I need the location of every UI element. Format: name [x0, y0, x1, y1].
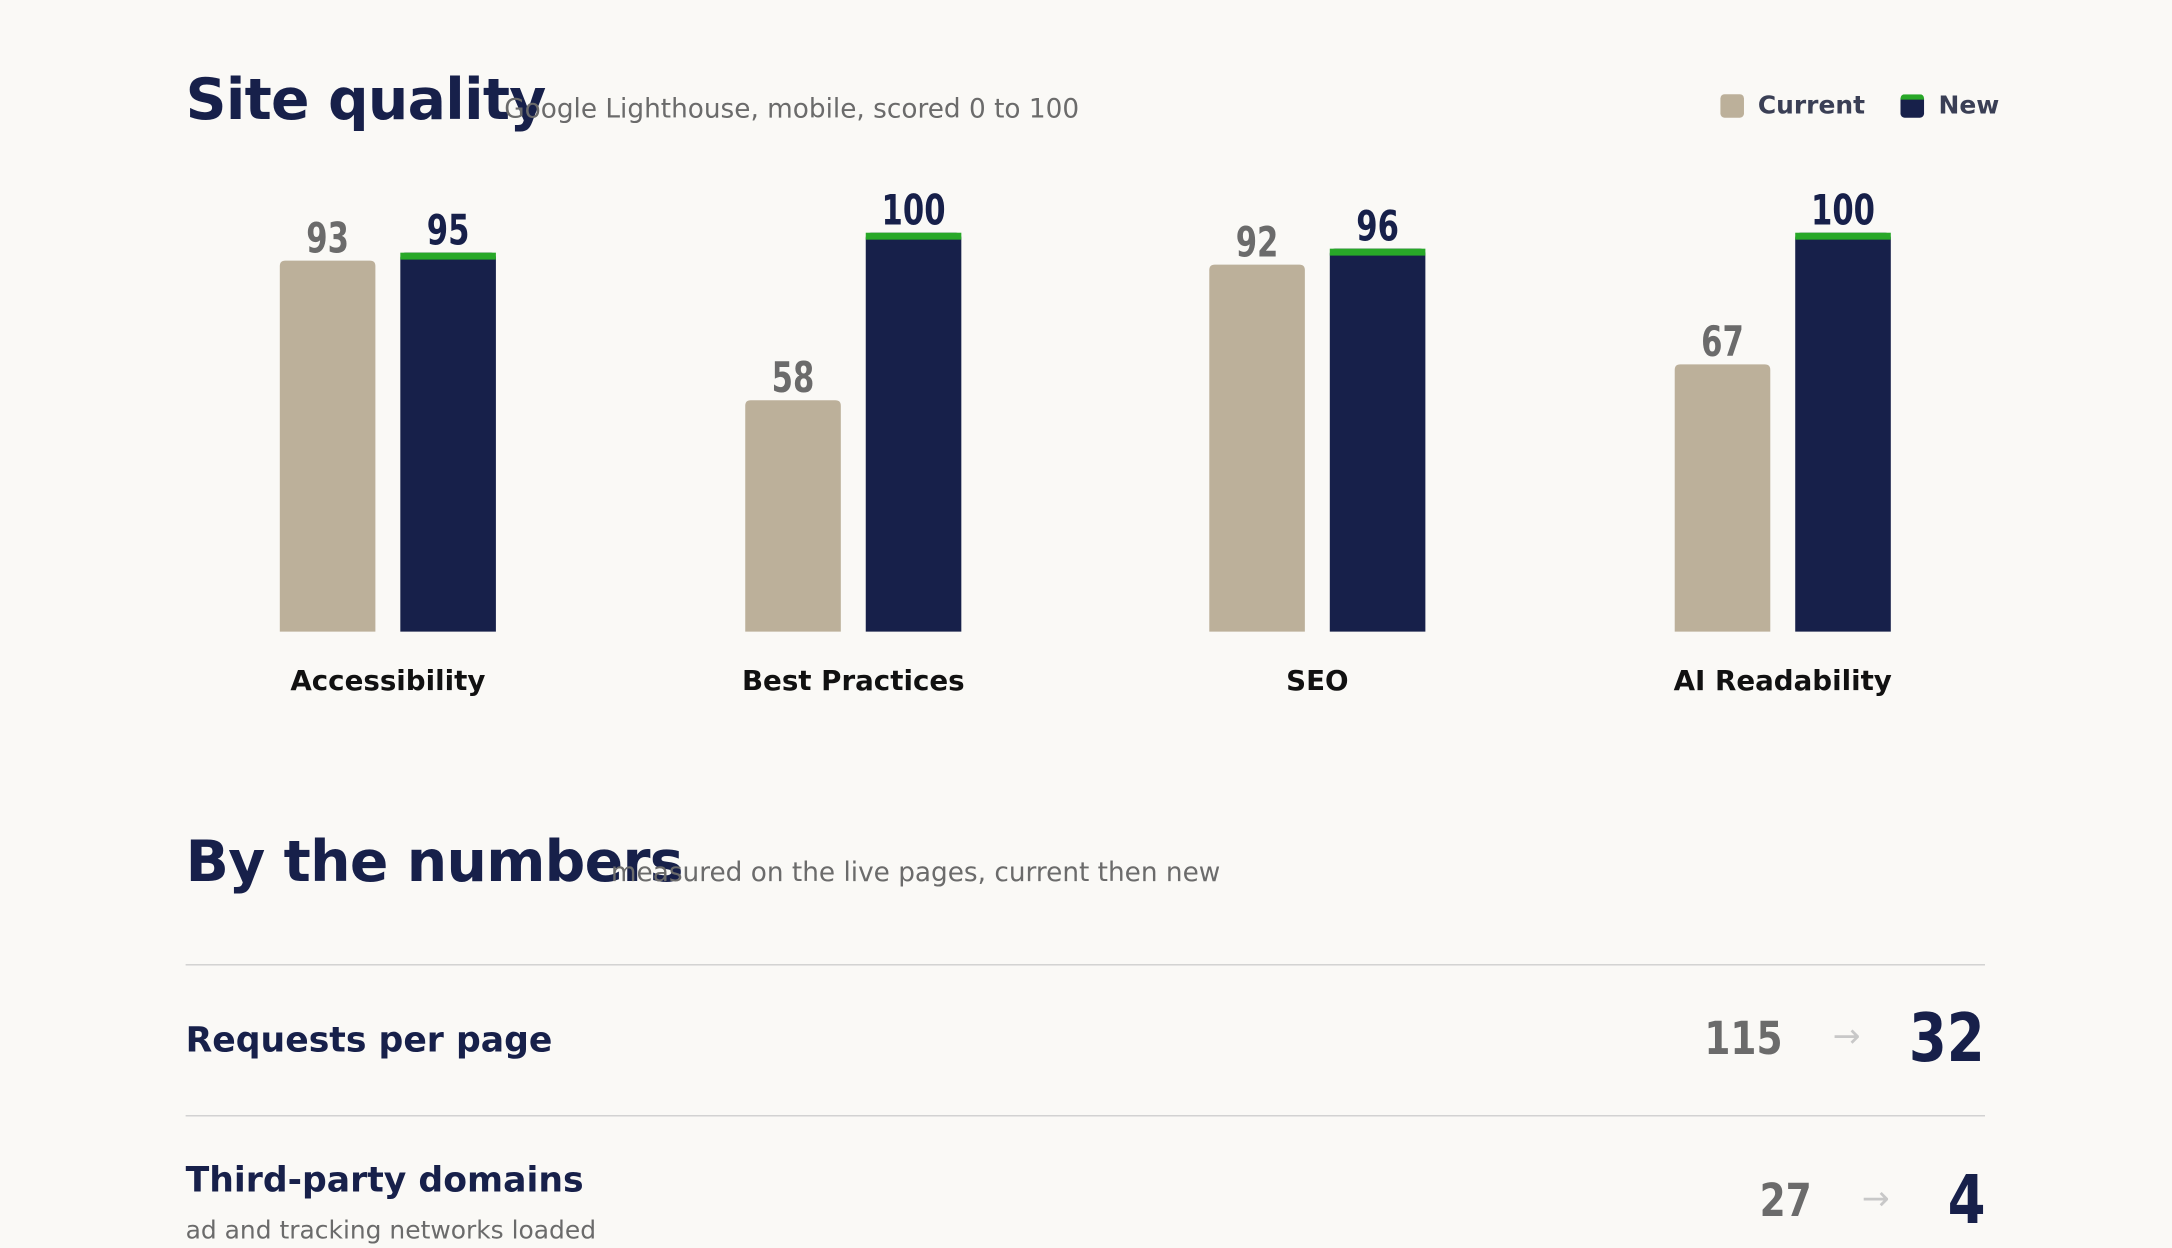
row-label-third-party: Third-party domains — [185, 1159, 584, 1200]
bar-new-1 — [865, 232, 962, 632]
site-quality-title: Site quality — [185, 66, 547, 133]
divider — [185, 964, 1985, 966]
category-label-2: SEO — [1286, 664, 1348, 697]
legend-item-new: New — [1901, 91, 2000, 121]
bar-current-1 — [745, 400, 841, 632]
bar-new-3 — [1795, 232, 1891, 632]
bar-new-0 — [400, 252, 496, 632]
bar-value-current-2: 92 — [1236, 218, 1279, 266]
bar-value-current-3: 67 — [1701, 318, 1744, 366]
row-sub-third-party: ad and tracking networks loaded — [185, 1216, 597, 1246]
legend-swatch-current — [1720, 94, 1744, 118]
category-label-3: AI Readability — [1674, 664, 1892, 697]
row-current-third-party: 27 — [1759, 1173, 1812, 1228]
bar-new-2 — [1329, 248, 1426, 632]
by-numbers-title: By the numbers — [185, 828, 684, 895]
bar-value-new-3: 100 — [1811, 186, 1875, 234]
legend-label-current: Current — [1757, 91, 1866, 121]
site-quality-subtitle: Google Lighthouse, mobile, scored 0 to 1… — [504, 94, 1080, 125]
arrow-icon: → — [1832, 1016, 1861, 1056]
bar-current-3 — [1674, 364, 1771, 632]
row-label-requests: Requests per page — [185, 1019, 553, 1060]
row-new-requests: 32 — [1909, 1000, 1985, 1078]
bar-new-cap-2 — [1329, 248, 1426, 256]
bar-new-cap-1 — [865, 232, 962, 240]
bar-new-cap-3 — [1795, 232, 1891, 240]
bar-value-current-1: 58 — [772, 354, 815, 402]
arrow-icon: → — [1861, 1178, 1890, 1218]
site-quality-chart: 93 95 Accessibility 58 100 Best Practices 92 96… — [279, 186, 1892, 697]
bar-value-new-2: 96 — [1356, 202, 1399, 250]
category-label-1: Best Practices — [742, 664, 965, 697]
legend-label-new: New — [1938, 91, 2000, 121]
bar-value-new-1: 100 — [882, 186, 946, 234]
legend-item-current: Current — [1720, 91, 1866, 121]
row-new-third-party: 4 — [1947, 1162, 1985, 1240]
divider — [185, 1115, 1985, 1117]
bar-value-new-0: 95 — [427, 206, 470, 254]
by-numbers-subtitle: measured on the live pages, current then… — [610, 857, 1221, 888]
bar-current-2 — [1209, 264, 1305, 632]
bar-value-current-0: 93 — [306, 214, 349, 262]
bar-new-cap-0 — [400, 252, 496, 260]
row-current-requests: 115 — [1704, 1011, 1783, 1066]
legend-swatch-new — [1901, 94, 1925, 118]
chart-legend: Current New — [1720, 91, 2000, 121]
bar-current-0 — [279, 260, 376, 632]
category-label-0: Accessibility — [290, 664, 485, 697]
